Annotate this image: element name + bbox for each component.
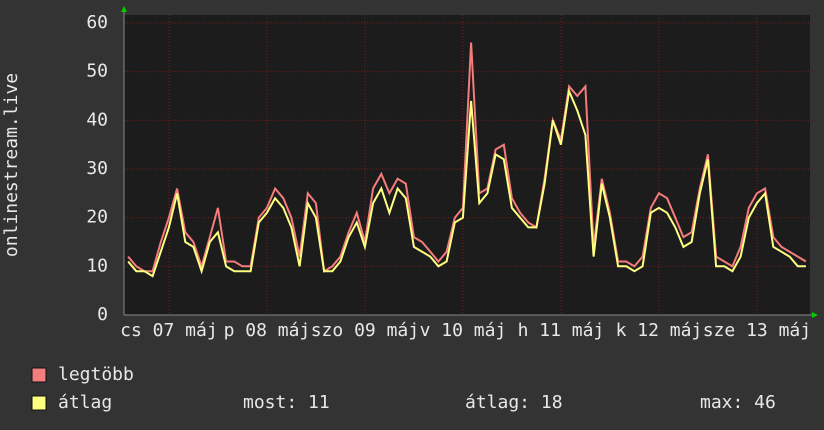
legend-label: átlag — [58, 392, 112, 413]
legend-swatch — [31, 367, 47, 383]
y-tick-label: 0 — [97, 304, 108, 325]
x-tick-label: h 11 máj — [518, 320, 605, 341]
x-tick-label: szo 09 máj — [311, 320, 419, 341]
series-line — [127, 87, 806, 278]
y-tick-label: 60 — [86, 12, 108, 33]
legend-swatch — [31, 395, 47, 411]
y-tick-label: 50 — [86, 61, 108, 82]
axis-arrow — [121, 6, 127, 12]
legend-label: legtöbb — [58, 364, 134, 385]
axis-arrow — [812, 312, 818, 318]
x-tick-label: v 10 máj — [420, 320, 507, 341]
y-axis-label: onlinestream.live — [1, 73, 22, 257]
x-tick-label: cs 07 máj — [120, 320, 218, 341]
x-tick-label: k 12 máj — [616, 320, 703, 341]
legend-stat: most: 11 — [243, 392, 330, 413]
y-tick-label: 30 — [86, 158, 108, 179]
legend-stat: max: 46 — [700, 392, 776, 413]
legend-stat: átlag: 18 — [465, 392, 563, 413]
x-tick-label: sze 13 máj — [703, 320, 811, 341]
series-line — [127, 42, 807, 273]
y-tick-label: 40 — [86, 109, 108, 130]
y-tick-label: 20 — [86, 207, 108, 228]
x-tick-label: p 08 máj — [224, 320, 311, 341]
y-tick-label: 10 — [86, 255, 108, 276]
